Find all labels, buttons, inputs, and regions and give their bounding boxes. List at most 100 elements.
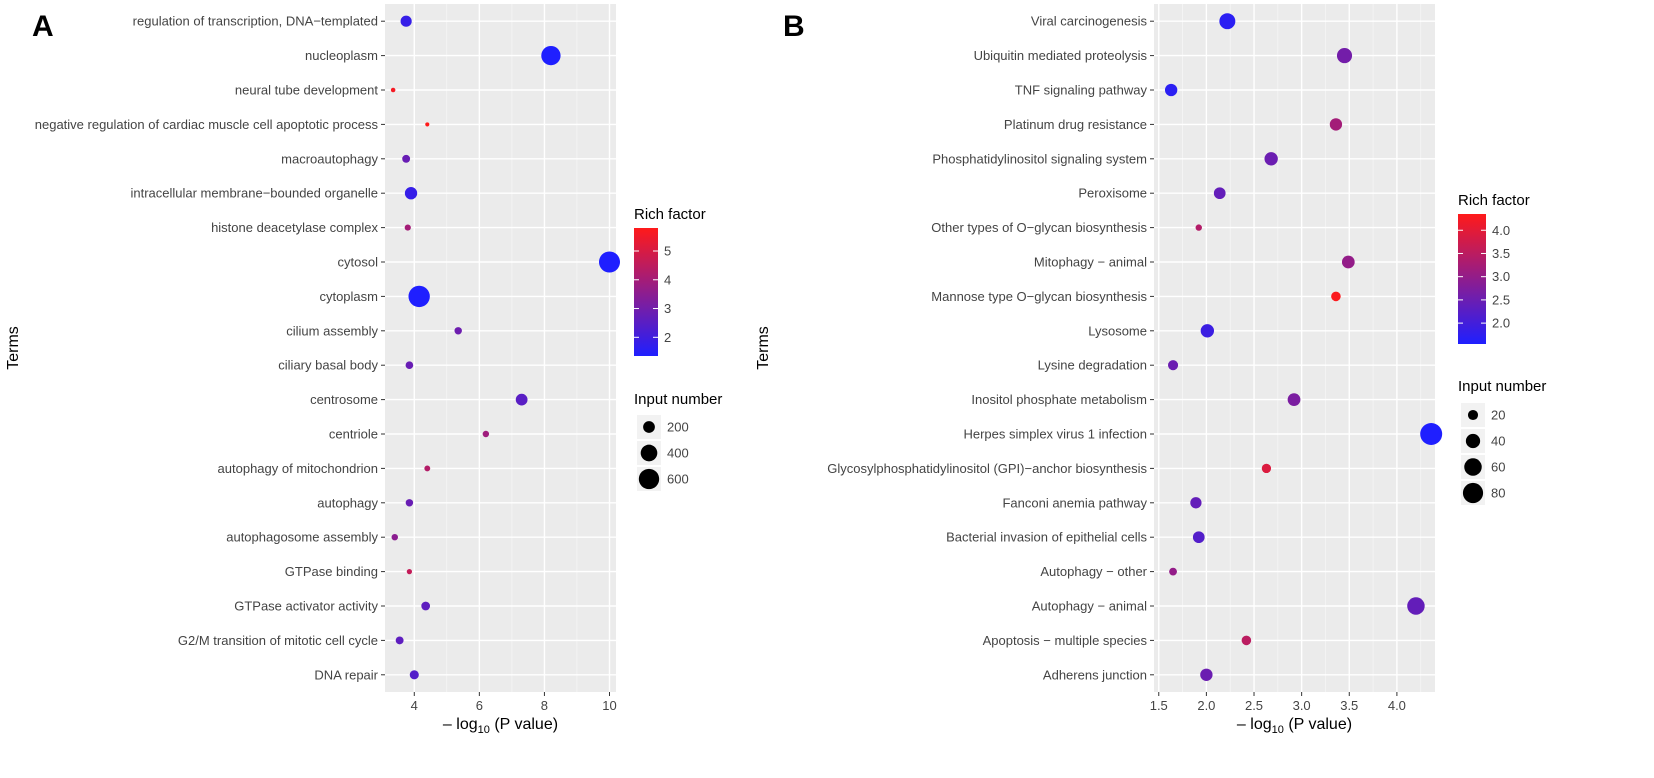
x-axis-label: – log10 (P value) [1237, 716, 1352, 736]
x-tick-label: 1.5 [1150, 698, 1168, 713]
term-label: intracellular membrane−bounded organelle [130, 186, 378, 201]
x-tick-label: 10 [602, 698, 616, 713]
data-point [404, 224, 411, 231]
term-label: TNF signaling pathway [1015, 83, 1148, 98]
term-label: Mannose type O−glycan biosynthesis [931, 289, 1147, 304]
color-bar [1458, 214, 1486, 344]
data-point [1341, 255, 1355, 269]
x-tick-label: 4 [411, 698, 418, 713]
data-point [1190, 497, 1202, 509]
data-point [1329, 118, 1343, 131]
size-legend-title: Input number [1458, 378, 1546, 395]
data-point [425, 122, 430, 127]
size-legend-point [1465, 433, 1481, 449]
term-label: centriole [329, 427, 378, 442]
size-legend-point [640, 444, 658, 462]
data-point [1219, 13, 1236, 30]
size-legend-label: 400 [667, 446, 689, 461]
data-point [390, 87, 396, 93]
size-legend-point [1467, 409, 1479, 421]
term-label: Fanconi anemia pathway [1002, 495, 1147, 510]
size-legend-label: 200 [667, 420, 689, 435]
data-point [1213, 187, 1226, 200]
data-point [541, 45, 561, 66]
panel-B: B Viral carcinogenesis Ubiquitin mediated … [755, 4, 1546, 736]
size-legend-label: 20 [1491, 408, 1505, 423]
term-label: Peroxisome [1078, 186, 1147, 201]
data-point [404, 187, 418, 200]
term-label: neural tube development [235, 83, 378, 98]
term-label: Ubiquitin mediated proteolysis [974, 48, 1148, 63]
term-label: autophagosome assembly [226, 530, 378, 545]
term-label: Inositol phosphate metabolism [971, 392, 1147, 407]
term-label: Other types of O−glycan biosynthesis [931, 220, 1147, 235]
x-tick-label: 6 [476, 698, 483, 713]
color-legend-tick-label: 3 [664, 301, 671, 316]
color-legend-tick-label: 2.0 [1492, 316, 1510, 331]
data-point [1287, 393, 1301, 406]
x-axis-label-suffix: (P value) [1284, 716, 1352, 733]
color-legend-tick-label: 3.5 [1492, 246, 1510, 261]
term-label: centrosome [310, 392, 378, 407]
term-label: cytosol [338, 255, 379, 270]
size-legend-point [643, 421, 655, 433]
x-tick-label: 3.5 [1340, 698, 1358, 713]
data-point [1420, 423, 1443, 445]
color-bar [634, 228, 658, 356]
data-point [391, 533, 398, 541]
data-point [482, 430, 490, 438]
term-label: G2/M transition of mitotic cell cycle [178, 633, 378, 648]
color-legend-tick-label: 3.0 [1492, 269, 1510, 284]
color-legend-tick-label: 4 [664, 272, 671, 287]
term-label: Phosphatidylinositol signaling system [932, 151, 1147, 166]
data-point [406, 568, 413, 575]
data-point [1195, 224, 1202, 231]
term-label: DNA repair [314, 667, 378, 682]
x-axis-label: – log10 (P value) [443, 716, 558, 736]
size-legend-label: 600 [667, 472, 689, 487]
data-point [1261, 463, 1272, 474]
data-point [515, 393, 528, 406]
x-axis-label-prefix: – log [1237, 716, 1272, 733]
x-tick-label: 4.0 [1388, 698, 1406, 713]
data-point [1407, 597, 1425, 615]
color-legend-tick-label: 5 [664, 244, 671, 259]
term-label: nucleoplasm [305, 48, 378, 63]
x-tick-label: 3.0 [1293, 698, 1311, 713]
panel-label: B [783, 10, 805, 43]
size-legend-label: 40 [1491, 434, 1505, 449]
term-label: histone deacetylase complex [211, 220, 378, 235]
term-label: negative regulation of cardiac muscle ce… [35, 117, 379, 132]
data-point [454, 327, 462, 335]
data-point [1241, 635, 1252, 646]
plot-background [385, 4, 616, 692]
term-label: Bacterial invasion of epithelial cells [946, 530, 1147, 545]
data-point [421, 601, 431, 611]
size-legend-label: 80 [1491, 486, 1505, 501]
term-label: ciliary basal body [278, 358, 378, 373]
data-point [405, 361, 414, 370]
data-point [1164, 83, 1178, 97]
color-legend-title: Rich factor [634, 206, 706, 223]
x-tick-label: 2.0 [1197, 698, 1215, 713]
plot-background [1154, 4, 1435, 692]
x-axis-label-prefix: – log [443, 716, 478, 733]
size-legend-point [638, 468, 660, 490]
size-legend-title: Input number [634, 391, 722, 408]
data-point [1192, 531, 1205, 544]
term-label: Mitophagy − animal [1034, 255, 1147, 270]
term-label: Lysosome [1088, 323, 1147, 338]
panel-label: A [32, 10, 54, 43]
y-axis-label: Terms [5, 326, 22, 370]
data-point [405, 499, 414, 507]
color-legend-tick-label: 2 [664, 330, 671, 345]
data-point [1168, 360, 1179, 371]
term-label: Adherens junction [1043, 667, 1147, 682]
data-point [395, 636, 404, 645]
term-label: autophagy of mitochondrion [218, 461, 378, 476]
term-label: Autophagy − other [1040, 564, 1147, 579]
term-label: Viral carcinogenesis [1031, 14, 1148, 29]
term-label: Herpes simplex virus 1 infection [963, 427, 1147, 442]
